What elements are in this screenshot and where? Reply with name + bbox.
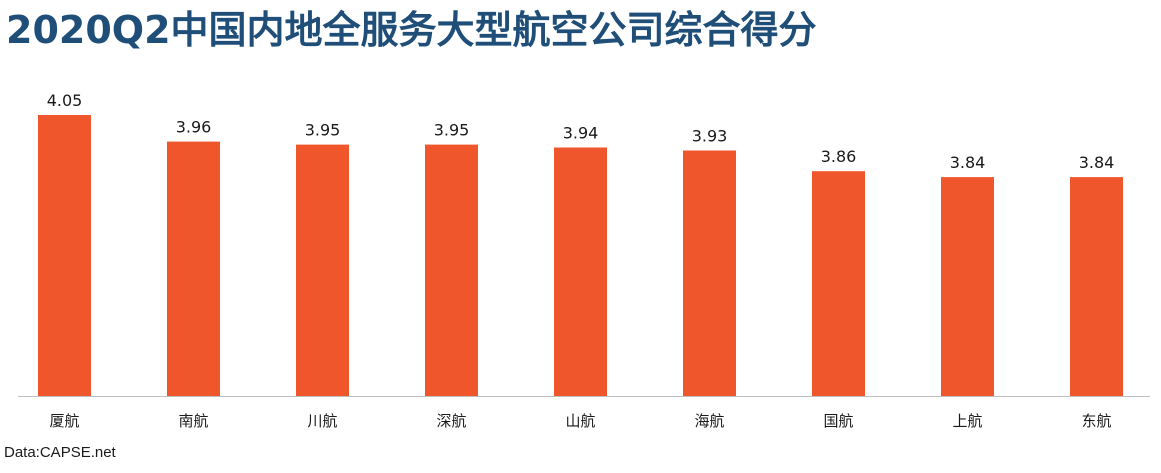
value-label-3: 3.95 [305, 121, 341, 140]
value-label-2: 3.96 [176, 118, 212, 137]
bar-5 [554, 147, 607, 396]
value-label-1: 4.05 [47, 91, 83, 110]
bar-6 [683, 150, 736, 396]
value-label-8: 3.84 [950, 153, 986, 172]
x-tick-label-7: 国航 [823, 412, 853, 430]
bar-9 [1070, 177, 1123, 396]
bars-group [38, 115, 1123, 396]
x-tick-label-5: 山航 [565, 412, 595, 430]
x-tick-label-9: 东航 [1081, 412, 1111, 430]
x-tick-label-4: 深航 [436, 412, 466, 430]
x-tick-labels-group: 厦航 南航 川航 深航 山航 海航 国航 上航 东航 [49, 412, 1111, 430]
bar-3 [296, 144, 349, 396]
value-label-7: 3.86 [821, 147, 857, 166]
x-tick-label-2: 南航 [178, 412, 208, 430]
chart-title: 2020Q2中国内地全服务大型航空公司综合得分 [6, 8, 817, 52]
bar-1 [38, 115, 91, 396]
x-tick-label-8: 上航 [952, 412, 982, 430]
data-source-note: Data:CAPSE.net [4, 444, 116, 461]
value-label-4: 3.95 [434, 121, 470, 140]
value-labels-group: 4.05 3.96 3.95 3.95 3.94 3.93 3.86 3.84 3.84 [47, 91, 1115, 172]
x-tick-label-1: 厦航 [49, 412, 79, 430]
bar-7 [812, 171, 865, 396]
bar-8 [941, 177, 994, 396]
value-label-6: 3.93 [692, 127, 728, 146]
value-label-5: 3.94 [563, 124, 599, 143]
x-tick-label-3: 川航 [307, 412, 337, 430]
x-tick-label-6: 海航 [694, 412, 724, 430]
bar-2 [167, 141, 220, 396]
bar-4 [425, 144, 478, 396]
value-label-9: 3.84 [1079, 153, 1115, 172]
